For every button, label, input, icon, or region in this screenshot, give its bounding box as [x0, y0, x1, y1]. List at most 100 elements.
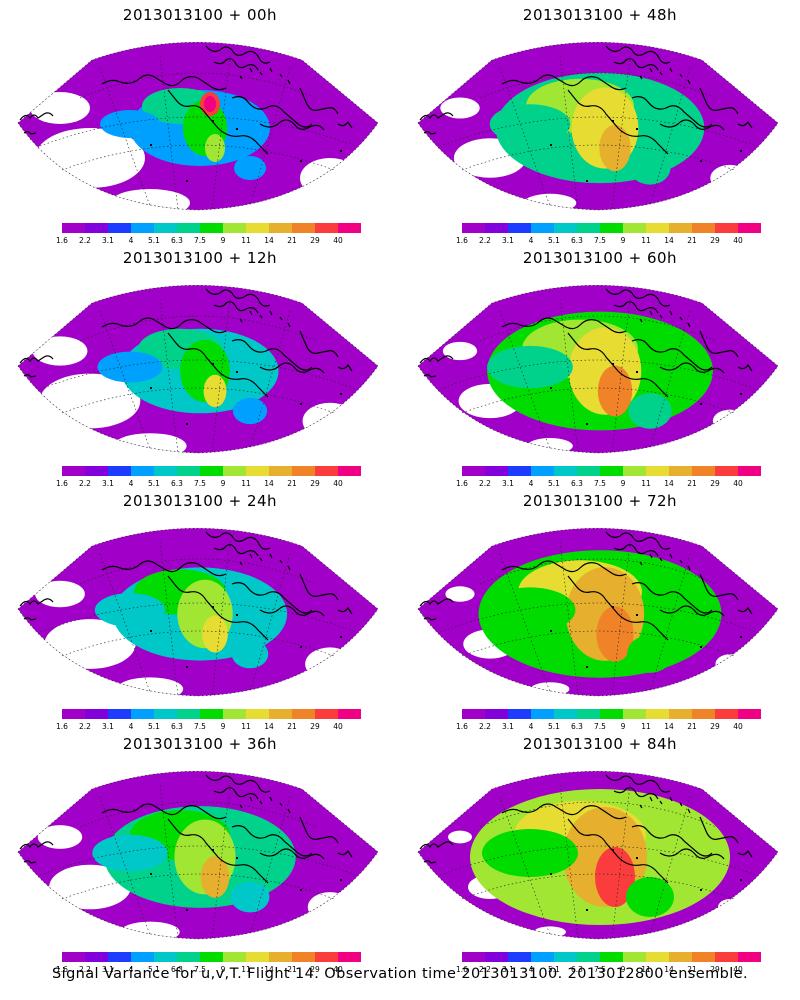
colorbar-tick-label: 14	[264, 236, 274, 245]
low-variance-gap-3	[445, 586, 475, 602]
map-graticule	[417, 771, 779, 940]
colorbar-tick-label: 7.5	[194, 479, 206, 488]
colorbar-swatch	[692, 466, 715, 476]
colorbar-swatch	[292, 952, 315, 962]
station-markers	[150, 849, 342, 911]
variance-contour-3	[599, 124, 631, 172]
colorbar-tick-label: 2.2	[79, 479, 91, 488]
colorbar-tick-label: 1.6	[456, 236, 468, 245]
variance-contour-4	[230, 881, 270, 913]
colorbar-swatch	[85, 952, 108, 962]
colorbar-tick-label: 2.2	[479, 965, 491, 974]
colorbar-tick-label: 4	[128, 722, 134, 731]
variance-contour-4	[231, 639, 269, 669]
low-variance-gap-1	[527, 438, 573, 453]
colorbar-swatch	[623, 223, 646, 233]
colorbar-swatch	[338, 709, 361, 719]
colorbar-swatch	[577, 223, 600, 233]
variance-field	[18, 42, 378, 210]
colorbar-tick-label: 21	[687, 722, 697, 731]
low-variance-gap-2	[302, 402, 358, 440]
variance-contour-5	[482, 829, 578, 877]
colorbar-swatch	[577, 466, 600, 476]
colorbar-swatch	[223, 709, 246, 719]
colorbar-tick-label: 2.2	[79, 236, 91, 245]
colorbar-swatch	[715, 223, 738, 233]
coastlines	[419, 45, 753, 155]
colorbar-tick-label: 4	[128, 236, 134, 245]
colorbar-swatch	[177, 709, 200, 719]
colorbar-tick-label: 3.1	[102, 479, 114, 488]
forecast-panel-36h: 2013013100 + 36h	[0, 729, 400, 974]
colorbar-swatch	[485, 223, 508, 233]
station-markers	[550, 849, 742, 911]
colorbar-swatch	[62, 952, 85, 962]
colorbar-tick-label: 3.1	[102, 965, 114, 974]
variance-field	[18, 285, 378, 453]
colorbar-tick-label: 1.6	[56, 965, 68, 974]
colorbar-tick-label: 1.6	[56, 236, 68, 245]
variance-contour-3	[202, 615, 228, 653]
colorbar-swatch	[131, 223, 154, 233]
variance-contour-4	[626, 877, 674, 917]
colorbar-tick-label: 29	[710, 479, 720, 488]
colorbar-tick-label: 11	[641, 965, 651, 974]
low-variance-gap-2	[715, 654, 745, 674]
colorbar-tick-label: 29	[310, 479, 320, 488]
colorbar-swatch	[508, 952, 531, 962]
colorbar-tick-label: 5.1	[148, 965, 160, 974]
colorbar-tick-label: 21	[687, 965, 697, 974]
forecast-panel-24h: 2013013100 + 24h	[0, 486, 400, 731]
variance-contour-7	[204, 96, 216, 112]
colorbar-swatch	[315, 952, 338, 962]
colorbar-swatch	[223, 952, 246, 962]
colorbar-swatch	[485, 952, 508, 962]
colorbar-swatch	[177, 223, 200, 233]
colorbar-tick-label: 14	[664, 722, 674, 731]
colorbar-tick-label: 5.1	[148, 479, 160, 488]
map-graticule	[17, 42, 379, 211]
colorbar-swatch	[485, 466, 508, 476]
forecast-panel-12h: 2013013100 + 12h	[0, 243, 400, 488]
colorbar-tick-label: 21	[687, 236, 697, 245]
colorbar-swatch	[692, 223, 715, 233]
colorbar-swatch	[108, 466, 131, 476]
colorbar-tick-label: 9	[620, 722, 626, 731]
colorbar-tick-label: 4	[528, 722, 534, 731]
colorbar-swatch	[200, 709, 223, 719]
colorbar-swatch	[223, 223, 246, 233]
colorbar-tick-label: 1.6	[56, 479, 68, 488]
panel-title: 2013013100 + 36h	[122, 735, 278, 753]
variance-contour-5	[484, 587, 576, 633]
colorbar-swatch	[623, 466, 646, 476]
colorbar-tick-label: 1.6	[456, 722, 468, 731]
low-variance-gap-2	[305, 647, 355, 681]
colorbar-tick-label: 11	[641, 479, 651, 488]
colorbar-swatch	[292, 709, 315, 719]
colorbar-swatch	[531, 223, 554, 233]
low-variance-gap-3	[37, 825, 83, 849]
colorbar-tick-label: 6.3	[171, 722, 183, 731]
colorbar-swatch	[338, 223, 361, 233]
panel-title: 2013013100 + 72h	[522, 492, 678, 510]
colorbar-swatch	[200, 223, 223, 233]
colorbar-swatch	[108, 223, 131, 233]
colorbar-tick-label: 7.5	[594, 479, 606, 488]
colorbar-tick-label: 9	[620, 236, 626, 245]
colorbar-swatch	[508, 709, 531, 719]
station-markers	[550, 120, 742, 182]
colorbar-swatch	[292, 223, 315, 233]
colorbar-tick-label: 29	[710, 722, 720, 731]
colorbar-swatch	[715, 466, 738, 476]
colorbar-swatch	[600, 223, 623, 233]
colorbar-swatch	[738, 952, 761, 962]
colorbar-swatch	[462, 223, 485, 233]
colorbar-tick-label: 2.2	[79, 722, 91, 731]
colorbar-tick-label: 14	[264, 479, 274, 488]
low-variance-gap-3	[30, 92, 90, 124]
colorbar-swatch	[554, 952, 577, 962]
colorbar-tick-label: 29	[710, 965, 720, 974]
colorbar-swatch	[669, 952, 692, 962]
panel-title: 2013013100 + 60h	[522, 249, 678, 267]
colorbar-tick-label: 9	[220, 722, 226, 731]
